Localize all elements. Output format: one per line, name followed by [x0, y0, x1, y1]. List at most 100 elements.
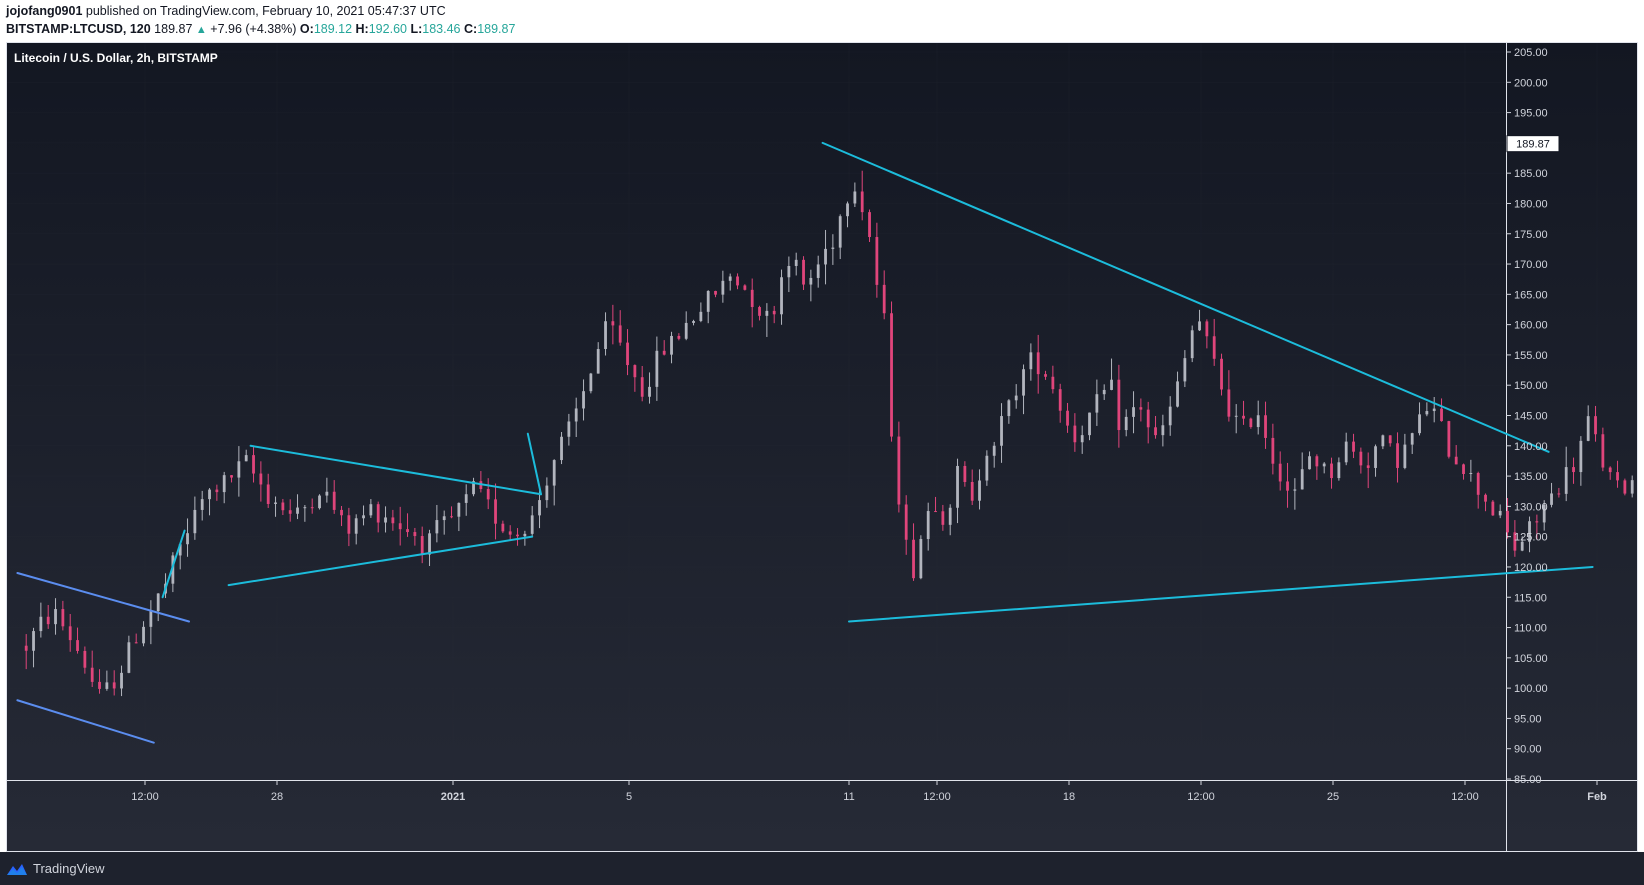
candle-body: [552, 460, 556, 486]
trendline-breakout-1-a[interactable]: [526, 432, 542, 496]
candle-body: [1337, 462, 1341, 479]
price-tick-label: 195.00: [1514, 108, 1548, 120]
candle-body: [1432, 408, 1436, 412]
price-tick-label: 115.00: [1514, 592, 1547, 604]
low-label: L:: [410, 22, 423, 36]
candle-body: [706, 290, 710, 312]
candle-body: [1608, 467, 1612, 473]
trendline-descending-upper[interactable]: [16, 572, 190, 623]
trendline-main-support[interactable]: [848, 565, 1594, 623]
candle-body: [904, 504, 908, 540]
price-tick-label: 130.00: [1514, 501, 1548, 513]
candle-body: [1557, 493, 1561, 495]
candle-body: [530, 515, 534, 534]
candle-body: [1322, 463, 1326, 467]
candle-body: [230, 475, 233, 478]
candle-body: [1425, 411, 1429, 415]
candle-body: [516, 534, 519, 537]
candle-body: [127, 642, 131, 673]
candle-body: [626, 342, 629, 366]
time-tick-label: 12:00: [1187, 791, 1215, 803]
time-tick-label: 12:00: [1451, 791, 1479, 803]
time-axis[interactable]: 12:0028202151112:001812:002512:00Feb12:0…: [131, 780, 1638, 803]
candle-body: [604, 321, 607, 350]
candle-body: [303, 507, 307, 509]
trendline-main-resistance[interactable]: [821, 141, 1550, 453]
tradingview-brand[interactable]: TradingView: [33, 861, 105, 876]
trendline-triangle-1-upper[interactable]: [249, 444, 542, 496]
snapshot-footer: TradingView: [0, 852, 1644, 885]
candle-body: [743, 285, 747, 290]
candle-body: [941, 511, 945, 525]
candle-body: [1315, 456, 1319, 467]
candle-body: [970, 482, 974, 501]
candle-body: [149, 611, 153, 627]
price-tick-label: 140.00: [1514, 441, 1548, 453]
candle-body: [655, 350, 659, 387]
candle-body: [948, 507, 952, 525]
candle-body: [1352, 441, 1355, 452]
candle-body: [809, 277, 813, 285]
candle-body: [1286, 481, 1289, 491]
candle-body: [1491, 501, 1495, 516]
candle-body: [237, 461, 241, 478]
candle-body: [318, 495, 321, 509]
candle-body: [897, 436, 901, 505]
chart-area[interactable]: 205.00200.00195.00190.00185.00180.00175.…: [6, 42, 1638, 852]
author-name[interactable]: jojofang0901: [6, 4, 83, 18]
candle-body: [1271, 437, 1275, 464]
time-tick-label: 5: [626, 791, 632, 803]
candle-body: [222, 475, 226, 493]
price-tick-label: 135.00: [1514, 471, 1548, 483]
candle-body: [574, 408, 578, 422]
trendline-triangle-1-lower[interactable]: [227, 535, 534, 587]
candle-body: [288, 510, 292, 514]
tradingview-logo-icon[interactable]: [6, 861, 28, 877]
candle-body: [1000, 416, 1003, 446]
candle-body: [1381, 435, 1385, 447]
candle-body: [1330, 463, 1333, 479]
price-change: +7.96 (+4.38%): [210, 22, 297, 36]
publish-info: jojofang0901 published on TradingView.co…: [6, 4, 446, 18]
candle-body: [640, 377, 644, 397]
candle-body: [618, 325, 622, 343]
candle-body: [178, 544, 182, 556]
candle-body: [384, 517, 387, 523]
published-text: published on TradingView.com, February 1…: [85, 4, 446, 18]
low-value: 183.46: [422, 22, 461, 36]
candle-body: [721, 280, 725, 295]
candle-body: [1374, 446, 1377, 468]
chart-background: [6, 42, 1638, 852]
price-tick-label: 110.00: [1514, 623, 1547, 635]
candle-body: [1102, 389, 1106, 395]
trendline-breakout-1-b[interactable]: [161, 529, 186, 599]
price-tick-label: 150.00: [1514, 380, 1548, 392]
candle-body: [670, 335, 673, 355]
price-tick-label: 200.00: [1514, 77, 1548, 89]
candle-body: [1293, 489, 1297, 491]
candle-body: [736, 276, 739, 286]
candle-body: [831, 247, 835, 249]
candle-body: [750, 289, 754, 308]
candle-body: [684, 322, 688, 339]
candle-body: [1007, 400, 1011, 417]
price-chart[interactable]: 205.00200.00195.00190.00185.00180.00175.…: [6, 42, 1638, 852]
candle-body: [882, 284, 886, 314]
candle-body: [1161, 425, 1165, 436]
candle-body: [1344, 441, 1348, 463]
trendlines[interactable]: [16, 141, 1638, 744]
price-axis[interactable]: 205.00200.00195.00190.00185.00180.00175.…: [1506, 47, 1548, 786]
candle-body: [1117, 379, 1121, 431]
candle-body: [1205, 321, 1209, 337]
candle-body: [838, 216, 842, 248]
candle-body: [457, 502, 461, 517]
candle-body: [494, 499, 497, 524]
trendline-descending-lower[interactable]: [16, 699, 155, 744]
candle-body: [296, 507, 299, 514]
candle-body: [24, 645, 28, 651]
candle-body: [1088, 412, 1091, 436]
candle-body: [589, 373, 593, 392]
candle-body: [1176, 381, 1179, 407]
candle-body: [978, 480, 981, 501]
candle-body: [39, 616, 43, 632]
